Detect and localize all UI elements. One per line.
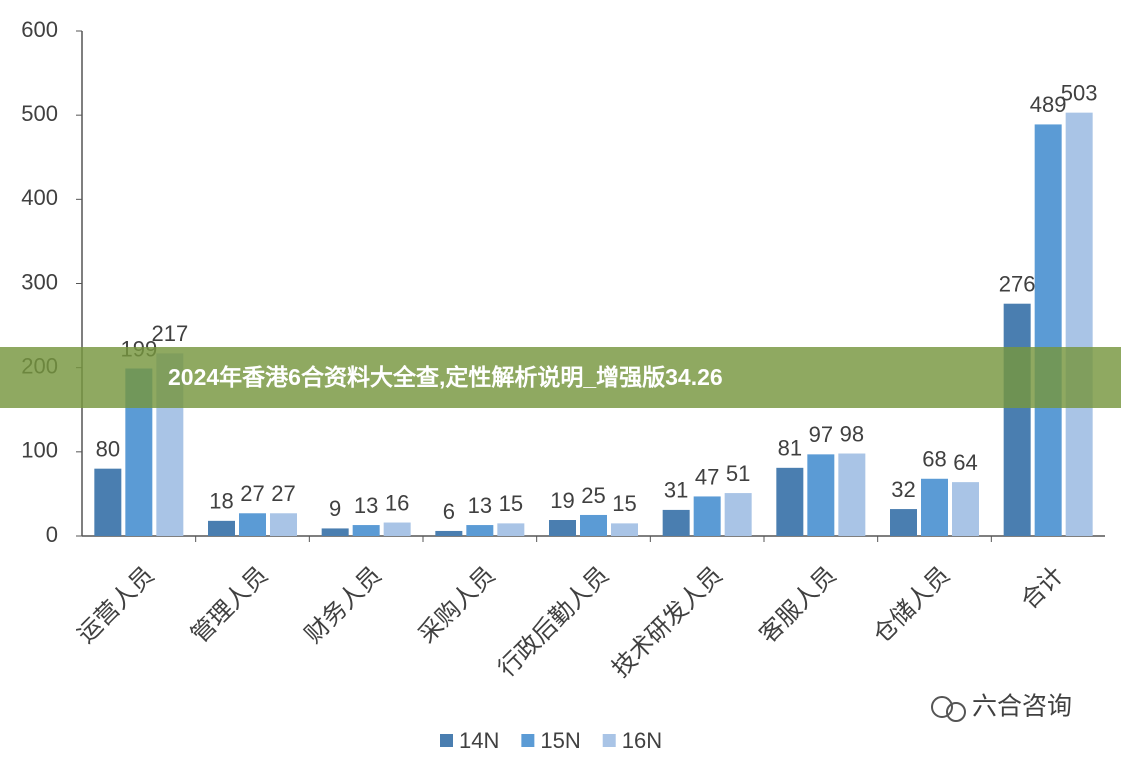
watermark-bubble: [931, 696, 953, 718]
legend-label: 16N: [622, 728, 662, 753]
value-label: 276: [999, 272, 1036, 297]
value-label: 6: [443, 499, 455, 524]
bar: [921, 478, 948, 536]
legend-label: 14N: [459, 728, 499, 753]
value-label: 15: [499, 491, 523, 516]
legend-swatch: [521, 734, 535, 747]
y-tick-label: 0: [46, 522, 58, 547]
value-label: 47: [695, 464, 719, 489]
y-tick-label: 500: [21, 101, 58, 126]
value-label: 80: [96, 436, 120, 461]
bar: [321, 528, 349, 536]
y-tick-label: 600: [21, 17, 58, 42]
bar: [776, 467, 804, 536]
bar: [952, 482, 979, 536]
value-label: 68: [922, 447, 946, 472]
bar: [1003, 303, 1031, 536]
bar: [807, 454, 835, 536]
bar: [693, 496, 721, 536]
watermark-text: 六合咨询: [972, 693, 1072, 721]
bar: [580, 514, 607, 536]
value-label: 31: [664, 478, 688, 503]
value-label: 16: [385, 490, 409, 515]
value-label: 18: [209, 489, 233, 514]
bar: [383, 522, 411, 536]
value-label: 97: [809, 422, 833, 447]
value-label: 217: [151, 321, 188, 346]
value-label: 51: [726, 461, 750, 486]
bar: [890, 509, 917, 536]
value-label: 81: [778, 436, 802, 461]
value-label: 15: [612, 491, 636, 516]
legend-swatch: [602, 734, 616, 747]
bar: [497, 523, 525, 536]
legend-swatch: [440, 734, 453, 747]
value-label: 13: [468, 493, 492, 518]
bar: [1034, 124, 1062, 537]
bar: [435, 530, 463, 536]
value-label: 32: [891, 477, 915, 502]
value-label: 27: [271, 481, 295, 506]
banner: [0, 347, 1121, 408]
value-label: 489: [1030, 92, 1067, 117]
value-label: 9: [329, 496, 341, 521]
bar: [611, 523, 638, 536]
bar: [549, 520, 576, 536]
bar: [270, 513, 297, 536]
value-label: 25: [581, 483, 605, 508]
bar: [352, 525, 380, 536]
bar: [838, 453, 866, 536]
y-tick-label: 100: [21, 438, 58, 463]
value-label: 98: [840, 421, 864, 446]
value-label: 503: [1061, 80, 1098, 105]
y-tick-label: 400: [21, 185, 58, 210]
y-tick-label: 300: [21, 269, 58, 294]
watermark-bubble: [946, 702, 966, 722]
value-label: 19: [550, 488, 574, 513]
value-label: 13: [354, 493, 378, 518]
bar: [662, 509, 690, 536]
bar: [94, 468, 122, 536]
bar: [239, 513, 266, 536]
legend-label: 15N: [540, 728, 580, 753]
banner-text: 2024年香港6合资料大全查,定性解析说明_增强版34.26: [168, 364, 723, 390]
bar: [1065, 112, 1093, 537]
bar: [724, 493, 752, 536]
bar: [466, 525, 494, 536]
value-label: 27: [240, 481, 264, 506]
value-label: 64: [953, 450, 977, 475]
bar: [208, 520, 235, 536]
